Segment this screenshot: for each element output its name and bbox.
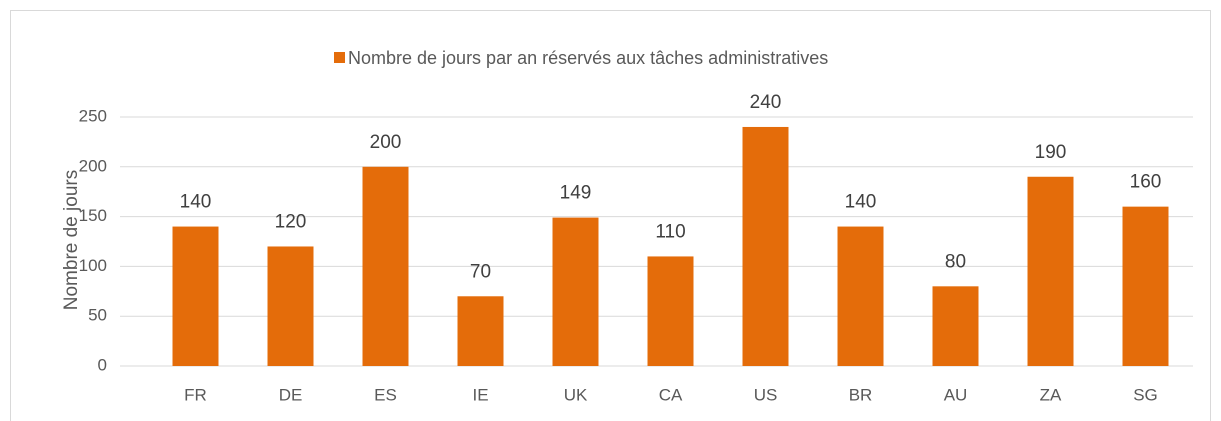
bar [932,286,979,366]
x-tick-label: FR [184,385,207,404]
data-label: 80 [945,251,966,272]
data-label: 190 [1035,142,1067,163]
data-label: 200 [370,132,402,153]
bar [1122,206,1169,366]
data-label: 160 [1130,172,1162,193]
data-label: 120 [275,211,307,232]
data-label: 140 [845,192,877,213]
data-label: 70 [470,261,491,282]
bar [267,246,314,366]
y-tick-label: 0 [98,355,107,374]
bar [172,226,219,366]
bar [552,217,599,366]
legend-label: Nombre de jours par an réservés aux tâch… [348,48,828,68]
y-tick-label: 250 [79,106,107,125]
legend-swatch [334,52,345,63]
data-label: 149 [560,183,592,204]
x-tick-label: IE [472,385,488,404]
y-tick-label: 200 [79,156,107,175]
x-tick-label: AU [944,385,968,404]
bar [742,126,789,367]
x-tick-label: CA [659,385,683,404]
data-label: 110 [655,221,685,242]
bar [1027,176,1074,366]
x-tick-label: UK [564,385,588,404]
data-label: 140 [180,192,212,213]
x-tick-label: BR [849,385,873,404]
x-tick-label: US [754,385,778,404]
data-label: 240 [750,92,782,113]
bar [457,296,504,366]
y-tick-label: 150 [79,206,107,225]
bar [837,226,884,366]
bar [647,256,694,366]
x-tick-label: DE [279,385,303,404]
y-tick-label: 100 [79,256,107,275]
x-tick-label: ES [374,385,397,404]
x-tick-label: SG [1133,385,1158,404]
x-tick-label: ZA [1040,385,1062,404]
bar [362,166,409,366]
y-tick-label: 50 [88,306,107,325]
y-axis-label: Nombre de jours [61,170,82,310]
